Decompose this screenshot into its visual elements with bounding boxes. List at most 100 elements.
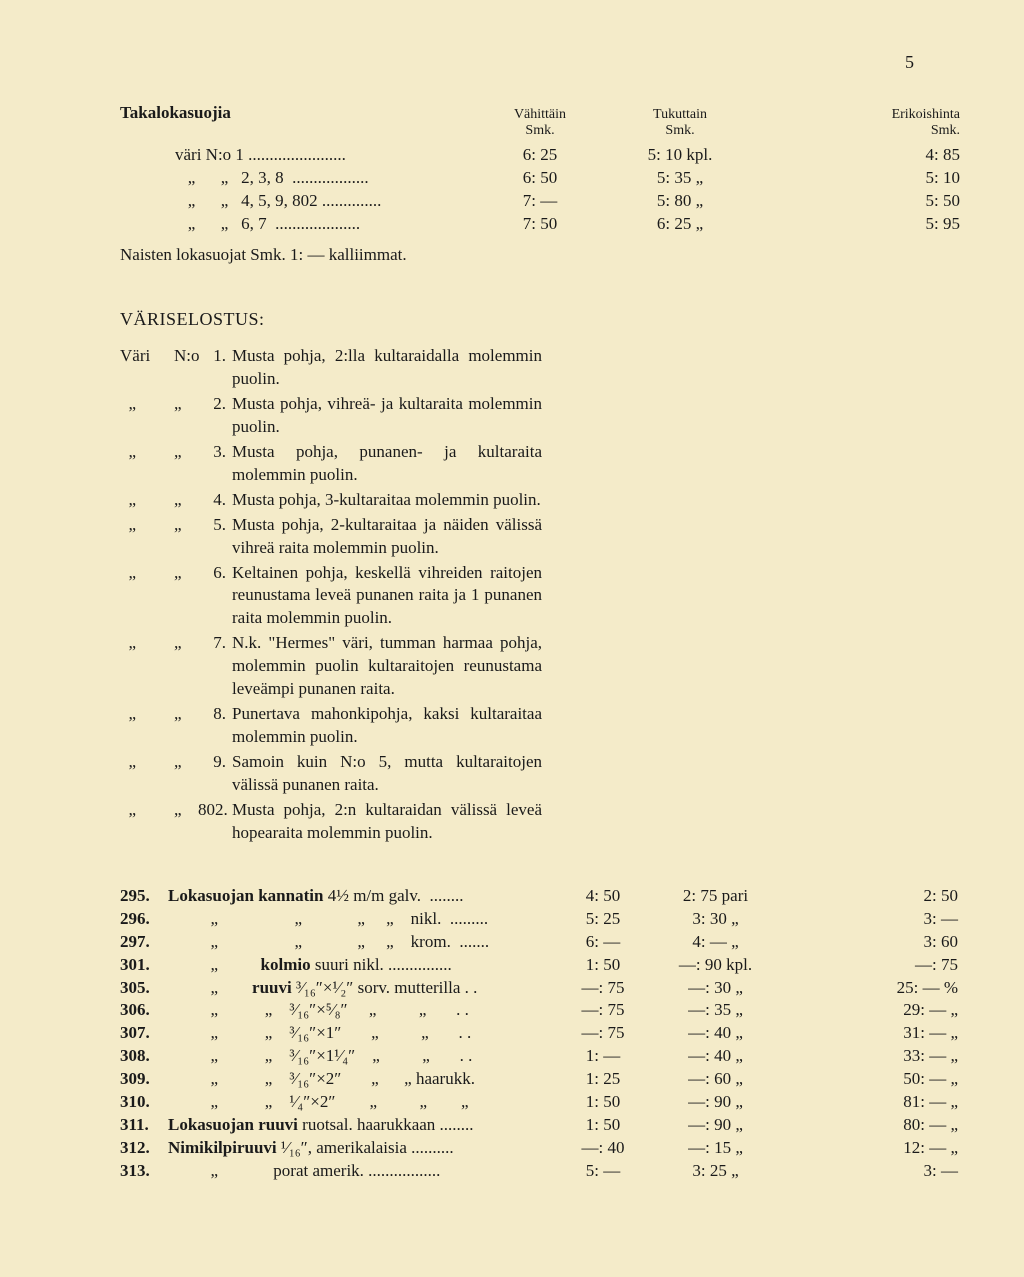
bottom-row-desc: „ kolmio suuri nikl. ...............	[168, 954, 563, 977]
bottom-row-desc: „ „ ³⁄₁₆″×⁵⁄₈″ „ „ . .	[168, 999, 563, 1022]
vs-description: N.k. "Hermes" väri, tumman harmaa pohja,…	[232, 632, 542, 701]
bottom-row: 309. „ „ ³⁄₁₆″×2″ „ „ haarukk.1: 25—: 60…	[120, 1068, 954, 1091]
top-row-tukuttain: 5: 80 „	[600, 190, 760, 213]
bottom-row-erikoishinta: 3: 60	[788, 931, 958, 954]
top-note: Naisten lokasuojat Smk. 1: — kalliimmat.	[120, 244, 954, 267]
bottom-row-tukuttain: —: 40 „	[643, 1045, 788, 1068]
bottom-row-erikoishinta: 33: — „	[788, 1045, 958, 1068]
bottom-row-vahittain: —: 75	[563, 999, 643, 1022]
bottom-row: 312.Nimikilpiruuvi ¹⁄₁₆″, amerikalaisia …	[120, 1137, 954, 1160]
vs-lead-b: „	[174, 632, 198, 655]
variselostus-item: „„6.Keltainen pohja, keskellä vihreiden …	[120, 562, 954, 631]
bottom-row-num: 295.	[120, 885, 168, 908]
bottom-row-desc: Lokasuojan kannatin 4½ m/m galv. .......…	[168, 885, 563, 908]
vs-number: 1.	[198, 345, 232, 368]
bottom-row-tukuttain: —: 30 „	[643, 977, 788, 1000]
hdr-erikoishinta-1: Erikoishinta	[892, 107, 960, 122]
bottom-row-num: 311.	[120, 1114, 168, 1137]
top-row-desc: väri N:o 1 .......................	[120, 144, 480, 167]
variselostus-item: „„8.Punertava mahonkipohja, kaksi kultar…	[120, 703, 954, 749]
bottom-row-num: 296.	[120, 908, 168, 931]
bottom-row-num: 312.	[120, 1137, 168, 1160]
top-row-tukuttain: 6: 25 „	[600, 213, 760, 236]
bottom-row-erikoishinta: 29: — „	[788, 999, 958, 1022]
bottom-row-vahittain: 1: 25	[563, 1068, 643, 1091]
bottom-row-vahittain: 1: 50	[563, 954, 643, 977]
variselostus-item: „„2.Musta pohja, vihreä- ja kultaraita m…	[120, 393, 954, 439]
vs-number: 9.	[198, 751, 232, 774]
vs-description: Musta pohja, 2:lla kultaraidalla molemmi…	[232, 345, 542, 391]
bottom-row-erikoishinta: 2: 50	[788, 885, 958, 908]
vs-number: 3.	[198, 441, 232, 464]
bottom-row-tukuttain: —: 35 „	[643, 999, 788, 1022]
vs-number: 5.	[198, 514, 232, 537]
bottom-row: 313. „ porat amerik. .................5:…	[120, 1160, 954, 1183]
bottom-row-desc: „ „ „ „ krom. .......	[168, 931, 563, 954]
hdr-vahittain-2: Smk.	[480, 123, 600, 138]
bottom-row-tukuttain: —: 15 „	[643, 1137, 788, 1160]
bottom-row-erikoishinta: 3: —	[788, 1160, 958, 1183]
bottom-row-erikoishinta: 31: — „	[788, 1022, 958, 1045]
vs-lead-b: „	[174, 514, 198, 537]
hdr-tukuttain-1: Tukuttain	[653, 107, 707, 122]
vs-description: Musta pohja, vihreä- ja kultaraita molem…	[232, 393, 542, 439]
bottom-row-erikoishinta: 3: —	[788, 908, 958, 931]
col-header-tukuttain: Tukuttain Smk.	[600, 107, 760, 138]
bottom-row-vahittain: 4: 50	[563, 885, 643, 908]
bottom-row: 295.Lokasuojan kannatin 4½ m/m galv. ...…	[120, 885, 954, 908]
bottom-row-num: 307.	[120, 1022, 168, 1045]
vs-lead-b: „	[174, 489, 198, 512]
bottom-row: 310. „ „ ¹⁄₄″×2″ „ „ „1: 50—: 90 „81: — …	[120, 1091, 954, 1114]
top-row-erikoishinta: 5: 50	[760, 190, 960, 213]
bottom-row: 301. „ kolmio suuri nikl. ..............…	[120, 954, 954, 977]
variselostus-list: VäriN:o1.Musta pohja, 2:lla kultaraidall…	[120, 345, 954, 845]
bottom-row: 306. „ „ ³⁄₁₆″×⁵⁄₈″ „ „ . .—: 75—: 35 „2…	[120, 999, 954, 1022]
vs-lead-a: „	[120, 514, 174, 537]
bottom-row-vahittain: 5: 25	[563, 908, 643, 931]
vs-description: Samoin kuin N:o 5, mutta kultaraitojen v…	[232, 751, 542, 797]
top-row: väri N:o 1 .......................6: 255…	[120, 144, 954, 167]
vs-lead-b: „	[174, 751, 198, 774]
bottom-row-vahittain: 1: 50	[563, 1091, 643, 1114]
bottom-row-num: 306.	[120, 999, 168, 1022]
top-row: „ „ 2, 3, 8 ..................6: 505: 35…	[120, 167, 954, 190]
vs-number: 8.	[198, 703, 232, 726]
variselostus-item: „„802.Musta pohja, 2:n kultaraidan välis…	[120, 799, 954, 845]
page-number: 5	[120, 50, 954, 74]
vs-lead-a: Väri	[120, 345, 174, 368]
vs-description: Musta pohja, 3-kultaraitaa molemmin puol…	[232, 489, 542, 512]
bottom-row-erikoishinta: 12: — „	[788, 1137, 958, 1160]
hdr-erikoishinta-2: Smk.	[760, 123, 960, 138]
vs-description: Keltainen pohja, keskellä vihreiden rait…	[232, 562, 542, 631]
top-row-erikoishinta: 5: 95	[760, 213, 960, 236]
top-row-vahittain: 7: 50	[480, 213, 600, 236]
bottom-row-tukuttain: —: 60 „	[643, 1068, 788, 1091]
bottom-row-vahittain: 5: —	[563, 1160, 643, 1183]
bottom-row: 308. „ „ ³⁄₁₆″×1¹⁄₄″ „ „ . .1: ——: 40 „3…	[120, 1045, 954, 1068]
top-row: „ „ 4, 5, 9, 802 ..............7: —5: 80…	[120, 190, 954, 213]
bottom-row-erikoishinta: —: 75	[788, 954, 958, 977]
vs-lead-a: „	[120, 562, 174, 585]
vs-lead-a: „	[120, 703, 174, 726]
bottom-row-tukuttain: 2: 75 pari	[643, 885, 788, 908]
bottom-row-tukuttain: 3: 30 „	[643, 908, 788, 931]
vs-number: 6.	[198, 562, 232, 585]
bottom-row-num: 305.	[120, 977, 168, 1000]
bottom-row: 296. „ „ „ „ nikl. .........5: 253: 30 „…	[120, 908, 954, 931]
vs-lead-a: „	[120, 751, 174, 774]
bottom-row-vahittain: —: 75	[563, 977, 643, 1000]
bottom-row-tukuttain: —: 90 kpl.	[643, 954, 788, 977]
bottom-row-tukuttain: —: 90 „	[643, 1091, 788, 1114]
bottom-price-table: 295.Lokasuojan kannatin 4½ m/m galv. ...…	[120, 885, 954, 1183]
vs-lead-a: „	[120, 393, 174, 416]
col-header-erikoishinta: Erikoishinta Smk.	[760, 107, 960, 138]
vs-description: Musta pohja, 2:n kultaraidan välissä lev…	[232, 799, 542, 845]
variselostus-item: „„5.Musta pohja, 2-kultaraitaa ja näiden…	[120, 514, 954, 560]
variselostus-title: VÄRISELOSTUS:	[120, 307, 954, 331]
bottom-row-desc: „ „ ¹⁄₄″×2″ „ „ „	[168, 1091, 563, 1114]
top-row-vahittain: 7: —	[480, 190, 600, 213]
bottom-row-desc: Lokasuojan ruuvi ruotsal. haarukkaan ...…	[168, 1114, 563, 1137]
vs-lead-b: „	[174, 799, 198, 822]
bottom-row-erikoishinta: 81: — „	[788, 1091, 958, 1114]
hdr-vahittain-1: Vähittäin	[514, 107, 566, 122]
